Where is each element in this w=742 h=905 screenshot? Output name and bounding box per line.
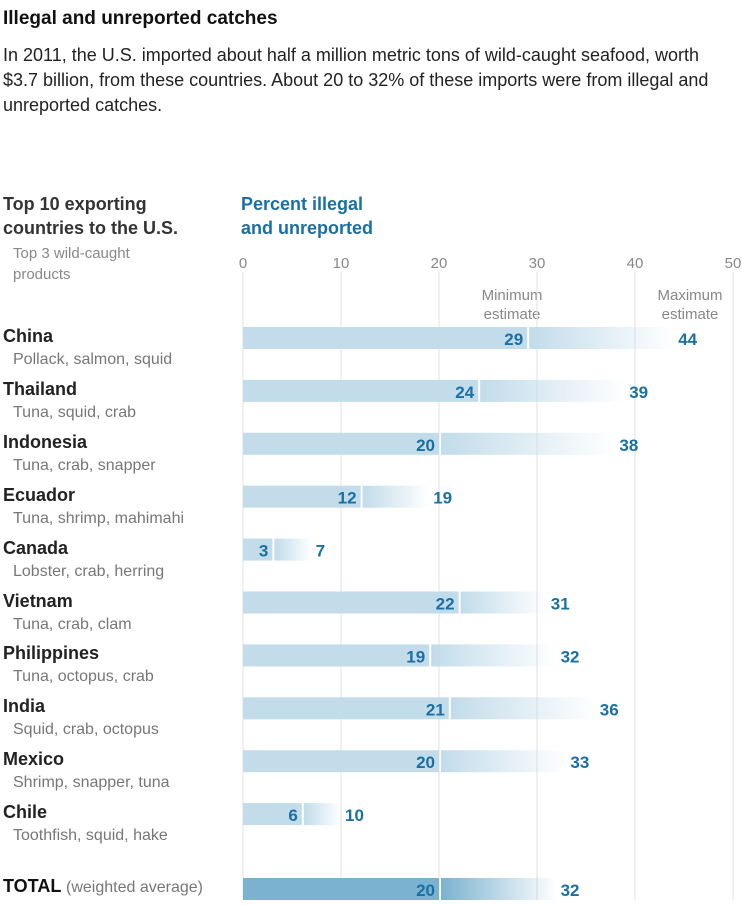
max-label-philippines: 32 xyxy=(561,647,580,666)
country-products-thailand: Tuna, squid, crab xyxy=(13,403,137,421)
max-label-china: 44 xyxy=(678,330,697,349)
max-label-canada: 7 xyxy=(316,542,325,561)
legend-min-line1: Minimum xyxy=(481,287,543,304)
max-label-mexico: 33 xyxy=(570,753,589,772)
country-products-philippines: Tuna, octopus, crab xyxy=(13,668,154,686)
countries-heading: Top 10 exporting countries to the U.S. xyxy=(3,192,178,240)
x-tick-label-0: 0 xyxy=(239,255,247,272)
country-products-mexico: Shrimp, snapper, tuna xyxy=(13,774,170,792)
products-heading-line2: products xyxy=(13,266,71,283)
bar-min-vietnam xyxy=(243,591,459,614)
country-name-ecuador: Ecuador xyxy=(3,484,76,505)
bar-min-ecuador xyxy=(243,485,361,508)
max-label-chile: 10 xyxy=(345,806,364,825)
bar-range-total xyxy=(441,878,557,900)
bar-range-china xyxy=(529,327,675,349)
products-heading-line1: Top 3 wild-caught xyxy=(13,245,130,262)
max-label-india: 36 xyxy=(600,700,619,719)
max-label-vietnam: 31 xyxy=(551,595,570,614)
min-label-total: 20 xyxy=(416,881,435,900)
percent-heading-line2: and unreported xyxy=(241,218,374,238)
bar-min-india xyxy=(243,697,449,720)
legend-maximum-estimate: Maximum estimate xyxy=(640,286,740,324)
bar-range-thailand xyxy=(480,379,626,402)
legend-minimum-estimate: Minimum estimate xyxy=(462,286,562,324)
country-name-india: India xyxy=(3,696,46,717)
bar-range-ecuador xyxy=(362,485,430,508)
country-name-chile: Chile xyxy=(3,802,48,823)
total-label-text: TOTAL xyxy=(3,876,61,896)
total-label: TOTAL (weighted average) xyxy=(3,876,203,897)
bar-range-vietnam xyxy=(460,591,547,614)
countries-heading-line1: Top 10 exporting xyxy=(3,194,147,214)
bar-min-mexico xyxy=(243,750,439,773)
min-label-india: 21 xyxy=(426,700,445,719)
country-name-canada: Canada xyxy=(3,537,69,558)
country-name-thailand: Thailand xyxy=(3,378,78,399)
bar-min-canada xyxy=(243,538,273,561)
total-note: (weighted average) xyxy=(66,879,203,896)
min-label-philippines: 19 xyxy=(406,647,425,666)
max-label-total: 32 xyxy=(561,881,580,900)
x-tick-label-20: 20 xyxy=(431,255,448,272)
country-products-ecuador: Tuna, shrimp, mahimahi xyxy=(13,509,185,527)
chart-title: Illegal and unreported catches xyxy=(3,8,278,29)
country-name-philippines: Philippines xyxy=(3,643,100,664)
bar-range-mexico xyxy=(441,750,567,773)
bar-min-indonesia xyxy=(243,432,439,455)
percent-heading-line1: Percent illegal xyxy=(241,194,364,214)
min-label-ecuador: 12 xyxy=(338,489,357,508)
percent-heading: Percent illegal and unreported xyxy=(241,192,373,240)
country-name-vietnam: Vietnam xyxy=(3,590,73,611)
bar-range-philippines xyxy=(431,644,557,667)
bar-range-chile xyxy=(303,803,341,826)
bar-min-total xyxy=(243,878,439,900)
min-label-mexico: 20 xyxy=(416,753,435,772)
min-label-thailand: 24 xyxy=(455,383,474,402)
min-label-indonesia: 20 xyxy=(416,436,435,455)
x-tick-label-50: 50 xyxy=(725,255,742,272)
bar-min-china xyxy=(243,327,528,349)
legend-min-line2: estimate xyxy=(483,306,541,323)
bar-range-indonesia xyxy=(441,432,616,455)
min-label-chile: 6 xyxy=(288,806,297,825)
x-tick-label-10: 10 xyxy=(333,255,350,272)
bar-min-chile xyxy=(243,803,302,826)
x-tick-label-40: 40 xyxy=(627,255,644,272)
min-label-china: 29 xyxy=(504,330,523,349)
country-products-chile: Toothfish, squid, hake xyxy=(13,827,168,845)
products-heading: Top 3 wild-caught products xyxy=(13,243,130,285)
country-name-china: China xyxy=(3,326,54,346)
country-products-canada: Lobster, crab, herring xyxy=(13,562,165,580)
country-name-mexico: Mexico xyxy=(3,749,65,770)
country-products-china: Pollack, salmon, squid xyxy=(13,351,173,368)
max-label-ecuador: 19 xyxy=(433,489,452,508)
bar-min-philippines xyxy=(243,644,430,667)
max-label-thailand: 39 xyxy=(629,383,648,402)
min-label-canada: 3 xyxy=(259,542,268,561)
country-products-indonesia: Tuna, crab, snapper xyxy=(13,456,156,474)
min-label-vietnam: 22 xyxy=(436,595,455,614)
chart-subtitle: In 2011, the U.S. imported about half a … xyxy=(3,45,709,115)
bar-min-thailand xyxy=(243,379,479,402)
legend-max-line1: Maximum xyxy=(657,287,723,304)
legend-max-line2: estimate xyxy=(661,306,719,323)
x-tick-label-30: 30 xyxy=(529,255,546,272)
country-products-india: Squid, crab, octopus xyxy=(13,721,159,739)
max-label-indonesia: 38 xyxy=(619,436,638,455)
country-name-indonesia: Indonesia xyxy=(3,431,88,452)
country-products-vietnam: Tuna, crab, clam xyxy=(13,615,132,633)
bar-range-canada xyxy=(274,538,312,561)
bar-range-india xyxy=(450,697,596,720)
countries-heading-line2: countries to the U.S. xyxy=(3,218,179,238)
